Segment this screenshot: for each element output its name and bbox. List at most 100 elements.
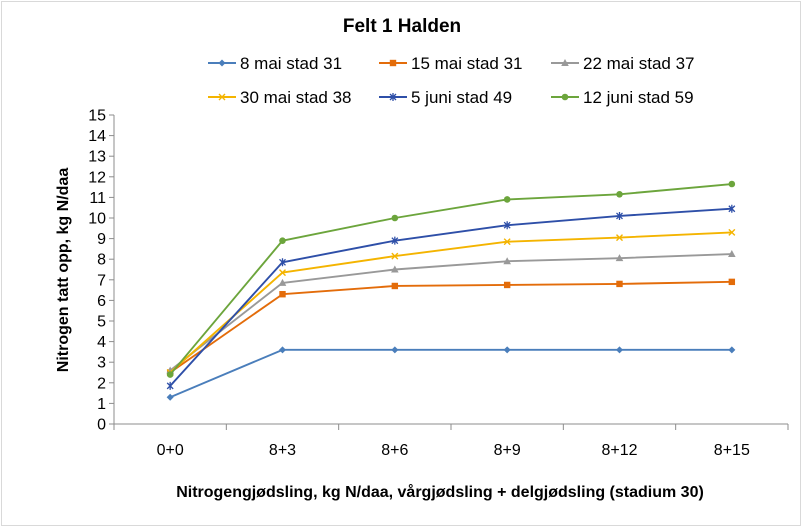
marker-shape bbox=[728, 204, 736, 213]
data-point bbox=[279, 269, 286, 277]
series-5 bbox=[166, 204, 736, 390]
marker-shape bbox=[616, 346, 623, 354]
y-tick-label: 7 bbox=[97, 272, 106, 289]
data-point bbox=[166, 393, 174, 401]
data-point bbox=[503, 257, 511, 265]
marker-shape bbox=[503, 281, 511, 289]
legend-marker bbox=[389, 93, 397, 101]
y-tick-label: 5 bbox=[97, 314, 106, 331]
marker-shape bbox=[278, 278, 287, 286]
y-tick-label: 15 bbox=[88, 108, 106, 125]
x-tick-label: 8+12 bbox=[601, 442, 637, 459]
marker-shape bbox=[391, 346, 399, 354]
marker-shape bbox=[279, 269, 286, 277]
data-point bbox=[616, 211, 623, 220]
x-tick-label: 8+15 bbox=[714, 442, 750, 459]
data-point bbox=[166, 371, 174, 378]
marker-shape bbox=[218, 59, 226, 67]
legend-item: 15 mai stad 31 bbox=[379, 54, 523, 73]
y-tick-label: 2 bbox=[97, 375, 106, 392]
y-tick-label: 14 bbox=[88, 128, 106, 145]
x-tick-label: 0+0 bbox=[157, 442, 184, 459]
series-line bbox=[169, 183, 732, 376]
y-tick-label: 8 bbox=[97, 252, 106, 269]
y-tick-label: 0 bbox=[97, 417, 106, 434]
marker-shape bbox=[391, 214, 399, 222]
data-point bbox=[166, 381, 174, 390]
legend-marker bbox=[218, 59, 226, 67]
marker-shape bbox=[503, 346, 511, 354]
marker-shape bbox=[279, 291, 286, 298]
marker-shape bbox=[728, 278, 736, 286]
chart-title: Felt 1 Halden bbox=[343, 16, 461, 37]
data-point bbox=[503, 346, 511, 354]
x-axis-label: Nitrogengjødsling, kg N/daa, vårgjødslin… bbox=[176, 483, 704, 501]
legend-item: 12 juni stad 59 bbox=[551, 88, 694, 107]
marker-shape bbox=[218, 93, 226, 101]
marker-shape bbox=[728, 228, 736, 236]
marker-shape bbox=[728, 180, 736, 188]
x-tick-label: 8+9 bbox=[494, 442, 521, 459]
data-point bbox=[728, 346, 736, 354]
data-point bbox=[278, 278, 287, 286]
data-point bbox=[391, 214, 399, 222]
data-point bbox=[391, 346, 399, 354]
marker-shape bbox=[391, 252, 399, 260]
legend-label: 8 mai stad 31 bbox=[240, 54, 342, 73]
legend-marker bbox=[218, 93, 226, 101]
series-line bbox=[169, 348, 732, 399]
series-6 bbox=[166, 180, 736, 378]
y-tick-label: 6 bbox=[97, 293, 106, 310]
data-point bbox=[616, 234, 623, 242]
data-point bbox=[728, 204, 736, 213]
y-tick-label: 9 bbox=[97, 231, 106, 248]
series-3 bbox=[166, 250, 736, 374]
marker-shape bbox=[503, 221, 511, 230]
legend-item: 22 mai stad 37 bbox=[551, 54, 695, 73]
marker-shape bbox=[279, 346, 286, 354]
data-point bbox=[279, 237, 286, 244]
marker-shape bbox=[389, 93, 397, 101]
legend-item: 8 mai stad 31 bbox=[208, 54, 342, 73]
legend-label: 5 juni stad 49 bbox=[411, 88, 512, 107]
marker-shape bbox=[503, 238, 511, 246]
marker-shape bbox=[616, 280, 623, 288]
data-point bbox=[615, 254, 624, 262]
data-point bbox=[503, 196, 511, 203]
marker-shape bbox=[166, 371, 174, 378]
series-layer bbox=[166, 180, 736, 401]
legend-item: 5 juni stad 49 bbox=[379, 88, 512, 107]
data-point bbox=[728, 250, 736, 258]
series-line bbox=[169, 231, 732, 374]
series-line bbox=[169, 280, 732, 374]
marker-shape bbox=[279, 237, 286, 244]
y-axis-label: Nitrogen tatt opp, kg N/daa bbox=[55, 168, 72, 373]
legend: 8 mai stad 31 15 mai stad 31 22 mai stad 3… bbox=[208, 54, 695, 107]
data-point bbox=[616, 191, 623, 198]
data-point bbox=[503, 238, 511, 246]
legend-marker bbox=[561, 59, 569, 66]
data-point bbox=[503, 221, 511, 230]
legend-marker bbox=[389, 59, 397, 67]
y-tick-label: 10 bbox=[88, 211, 106, 228]
marker-shape bbox=[615, 254, 624, 262]
legend-label: 15 mai stad 31 bbox=[411, 54, 523, 73]
y-tick-label: 11 bbox=[89, 190, 106, 207]
data-point bbox=[616, 346, 623, 354]
marker-shape bbox=[391, 265, 399, 273]
legend-label: 22 mai stad 37 bbox=[583, 54, 695, 73]
marker-shape bbox=[503, 257, 511, 265]
series-line bbox=[169, 207, 732, 387]
marker-shape bbox=[616, 234, 623, 242]
series-1 bbox=[166, 346, 736, 401]
legend-item: 30 mai stad 38 bbox=[208, 88, 352, 107]
legend-label: 12 juni stad 59 bbox=[583, 88, 694, 107]
y-tick-label: 4 bbox=[97, 334, 106, 351]
data-point bbox=[279, 346, 286, 354]
x-tick-label: 8+3 bbox=[269, 442, 296, 459]
data-point bbox=[279, 291, 286, 298]
marker-shape bbox=[279, 258, 286, 267]
